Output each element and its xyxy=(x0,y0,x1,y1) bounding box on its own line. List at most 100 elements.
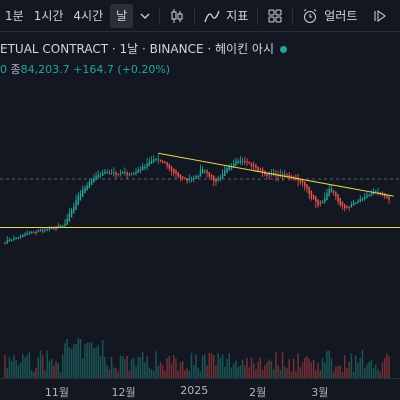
candle-body xyxy=(119,173,122,175)
candle-body xyxy=(201,169,204,174)
candle-body xyxy=(335,191,337,197)
candle-body xyxy=(64,223,66,227)
indicators-button[interactable]: 지표 xyxy=(199,4,253,28)
layout-grid-icon[interactable] xyxy=(262,4,288,28)
volume-bar xyxy=(377,369,379,378)
candle-body xyxy=(181,176,184,179)
candle-body xyxy=(346,205,348,208)
volume-bar xyxy=(204,354,206,378)
candle-body xyxy=(95,175,97,181)
volume-bar xyxy=(164,370,166,378)
volume-bar xyxy=(190,352,193,378)
candle-body xyxy=(77,195,79,206)
volume-bar xyxy=(339,365,341,378)
volume-bar xyxy=(324,362,326,378)
volume-bar xyxy=(144,362,146,378)
candle-body xyxy=(355,202,357,205)
volume-bar xyxy=(317,362,319,378)
volume-bar xyxy=(119,355,122,378)
candle-body xyxy=(179,174,182,179)
volume-bar xyxy=(197,367,199,378)
candle-body xyxy=(4,242,6,244)
volume-bar xyxy=(201,355,204,378)
volume-bar xyxy=(88,342,91,378)
candle-body xyxy=(153,159,155,163)
candle-body xyxy=(24,234,26,237)
volume-bar xyxy=(195,354,197,378)
volume-bar xyxy=(226,359,228,378)
candle-body xyxy=(248,161,250,164)
indicators-icon xyxy=(204,10,220,22)
volume-bar xyxy=(375,364,377,378)
price-chart[interactable] xyxy=(0,32,400,378)
candle-body xyxy=(317,199,319,206)
volume-bar xyxy=(386,353,388,378)
candle-body xyxy=(259,168,262,170)
volume-bar xyxy=(186,367,188,378)
candle-body xyxy=(370,193,373,196)
candle-body xyxy=(113,172,115,174)
volume-bar xyxy=(224,366,226,378)
volume-bar xyxy=(228,353,230,378)
chevron-down-icon[interactable] xyxy=(135,4,155,28)
volume-bar xyxy=(33,371,35,378)
volume-bar xyxy=(241,359,244,378)
volume-bar xyxy=(64,343,66,378)
volume-bar xyxy=(310,362,313,378)
candle-body xyxy=(121,171,124,174)
candle-body xyxy=(97,174,99,178)
volume-bar xyxy=(104,356,106,378)
alert-label: 얼러트 xyxy=(324,9,358,23)
volume-bar xyxy=(352,371,355,378)
volume-bar xyxy=(368,361,370,378)
volume-bar xyxy=(239,365,242,378)
candle-body xyxy=(10,240,13,242)
candle-body xyxy=(117,173,119,175)
volume-bar xyxy=(370,359,373,378)
candle-body xyxy=(319,202,322,204)
alarm-clock-icon xyxy=(303,8,317,23)
interval-1m[interactable]: 1분 xyxy=(5,9,24,23)
candle-body xyxy=(281,174,284,176)
volume-bar xyxy=(150,369,153,378)
volume-bar xyxy=(81,358,84,378)
volume-bar xyxy=(148,367,151,378)
candle-body xyxy=(321,201,324,203)
candle-body xyxy=(326,192,328,201)
volume-bar xyxy=(161,364,164,378)
replay-icon[interactable] xyxy=(368,4,394,28)
time-axis-tick: 3월 xyxy=(311,386,329,399)
ohlc-legend: 0 종84,203.7 +164.7 (+0.20%) xyxy=(0,61,170,77)
interval-1h[interactable]: 1시간 xyxy=(33,9,64,23)
candle-body xyxy=(215,178,217,183)
candle-body xyxy=(190,178,193,180)
volume-bar xyxy=(101,340,104,378)
chart-legend: ETUAL CONTRACT · 1날 · BINANCE · 헤이킨 아시 xyxy=(0,40,288,57)
time-axis-tick: 2월 xyxy=(249,386,267,399)
volume-bar xyxy=(79,338,82,378)
candle-body xyxy=(6,240,8,243)
volume-bar xyxy=(126,355,128,378)
interval-1d[interactable]: 날 xyxy=(110,3,134,28)
candle-body xyxy=(55,228,57,230)
volume-bar xyxy=(46,350,48,378)
candle-body xyxy=(235,161,237,166)
candles-icon[interactable] xyxy=(164,4,190,28)
candle-body xyxy=(368,195,370,197)
alert-button[interactable]: 얼러트 xyxy=(297,4,362,28)
volume-bar xyxy=(312,359,315,378)
interval-4h[interactable]: 4시간 xyxy=(73,9,104,23)
trendline xyxy=(158,152,394,197)
volume-bar xyxy=(259,358,262,378)
candle-body xyxy=(28,232,31,235)
candle-body xyxy=(110,172,113,174)
volume-bar xyxy=(110,356,113,378)
volume-bar xyxy=(350,353,353,378)
volume-bar xyxy=(212,355,215,378)
candle-body xyxy=(341,201,344,207)
candle-body xyxy=(135,171,137,174)
volume-bar xyxy=(139,357,142,378)
volume-bar xyxy=(115,368,117,378)
volume-bar xyxy=(44,370,46,378)
candle-body xyxy=(46,229,48,231)
